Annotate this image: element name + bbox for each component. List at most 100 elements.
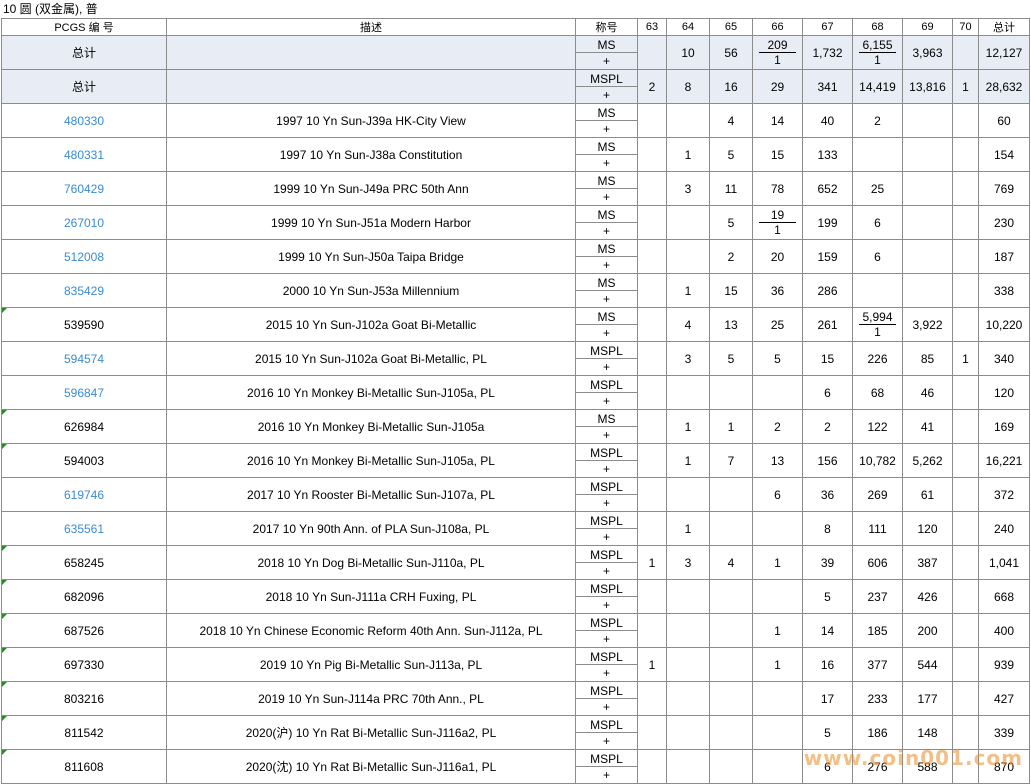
pcgs-number-link[interactable]: 635561	[1, 511, 167, 546]
designation-cell: MSPL +	[575, 69, 638, 104]
grade-count-cell: 177	[902, 681, 953, 716]
designation-cell: MSPL +	[575, 477, 638, 512]
grade-count-cell: 1	[637, 545, 667, 580]
grade-count-cell: 5	[709, 341, 753, 376]
coin-description: 2019 10 Yn Pig Bi-Metallic Sun-J113a, PL	[166, 647, 576, 682]
grade-count-cell	[709, 681, 753, 716]
grade-count-cell	[902, 103, 953, 138]
grade-count-cell	[637, 341, 667, 376]
grade-count-cell	[952, 103, 979, 138]
header-grade-66: 66	[752, 18, 803, 36]
pcgs-number-link[interactable]: 480331	[1, 137, 167, 172]
coin-description: 2016 10 Yn Monkey Bi-Metallic Sun-J105a	[166, 409, 576, 444]
grade-count-cell	[709, 375, 753, 410]
grade-plus-count: 1	[874, 325, 881, 339]
grade-count-cell	[952, 273, 979, 308]
grade-count-cell: 1	[666, 137, 710, 172]
grade-count-cell: 25	[752, 307, 803, 342]
grade-count-cell	[666, 681, 710, 716]
grade-count-cell	[637, 137, 667, 172]
designation-plus: +	[602, 496, 610, 510]
grade-count-cell: 10,782	[852, 443, 903, 478]
designation-plus: +	[602, 632, 610, 646]
grade-count-cell: 17	[802, 681, 853, 716]
header-designation: 称号	[575, 18, 638, 36]
row-total: 187	[978, 239, 1030, 274]
designation-cell: MSPL +	[575, 749, 638, 784]
designation-label: MS	[576, 139, 637, 155]
table-row: 697330 2019 10 Yn Pig Bi-Metallic Sun-J11…	[1, 647, 1030, 682]
pcgs-number: 811542	[1, 715, 167, 750]
coin-description: 2018 10 Yn Sun-J111a CRH Fuxing, PL	[166, 579, 576, 614]
grade-count-cell: 1	[666, 443, 710, 478]
pcgs-number-link[interactable]: 480330	[1, 103, 167, 138]
pcgs-number-link[interactable]: 512008	[1, 239, 167, 274]
designation-label: MS	[576, 173, 637, 189]
pcgs-number-link[interactable]: 760429	[1, 171, 167, 206]
designation-plus: +	[602, 122, 610, 136]
designation-label: MS	[576, 309, 637, 325]
grade-count-cell: 148	[902, 715, 953, 750]
grade-count-cell: 269	[852, 477, 903, 512]
grade-count-cell: 286	[802, 273, 853, 308]
totals-description-blank	[166, 35, 576, 70]
grade-count-cell	[637, 307, 667, 342]
grade-count-cell: 11	[709, 171, 753, 206]
grade-count-cell: 56	[709, 35, 753, 70]
designation-label: MSPL	[576, 717, 637, 733]
grade-count-cell	[952, 545, 979, 580]
grade-count-cell: 19 1	[752, 205, 803, 240]
grade-count-cell: 261	[802, 307, 853, 342]
grade-count-cell: 1	[666, 511, 710, 546]
pcgs-number-link[interactable]: 619746	[1, 477, 167, 512]
grade-count-cell: 10	[666, 35, 710, 70]
row-total: 338	[978, 273, 1030, 308]
grade-count-cell	[666, 103, 710, 138]
pcgs-number-link[interactable]: 596847	[1, 375, 167, 410]
pcgs-number: 682096	[1, 579, 167, 614]
grade-count-cell	[952, 137, 979, 172]
grade-count-cell: 2	[852, 103, 903, 138]
designation-label: MSPL	[576, 683, 637, 699]
grade-count-cell: 6	[802, 749, 853, 784]
pcgs-number-link[interactable]: 835429	[1, 273, 167, 308]
grade-count-cell: 6	[852, 205, 903, 240]
grade-count-cell: 46	[902, 375, 953, 410]
coin-description: 2018 10 Yn Chinese Economic Reform 40th …	[166, 613, 576, 648]
coin-description: 1999 10 Yn Sun-J50a Taipa Bridge	[166, 239, 576, 274]
pcgs-number-link[interactable]: 267010	[1, 205, 167, 240]
grade-count-cell: 387	[902, 545, 953, 580]
designation-plus: +	[602, 564, 610, 578]
pcgs-number: 811608	[1, 749, 167, 784]
grade-count-cell: 16	[709, 69, 753, 104]
designation-plus: +	[602, 292, 610, 306]
grade-count-cell: 14	[752, 103, 803, 138]
table-row: 594574 2015 10 Yn Sun-J102a Goat Bi-Metal…	[1, 341, 1030, 376]
designation-label: MSPL	[576, 377, 637, 393]
grade-count-cell	[902, 273, 953, 308]
grade-count-cell: 78	[752, 171, 803, 206]
header-grade-63: 63	[637, 18, 667, 36]
grade-count-cell: 276	[852, 749, 903, 784]
grade-count-cell: 1	[752, 545, 803, 580]
coin-description: 1997 10 Yn Sun-J39a HK-City View	[166, 103, 576, 138]
grade-count-cell: 4	[709, 103, 753, 138]
grade-count-cell: 1	[752, 647, 803, 682]
grade-count-cell	[902, 137, 953, 172]
grade-count-cell: 6	[752, 477, 803, 512]
pcgs-number-link[interactable]: 594574	[1, 341, 167, 376]
grade-count-cell	[666, 715, 710, 750]
grade-count-cell	[952, 35, 979, 70]
grade-count-cell: 1	[752, 613, 803, 648]
grade-count-cell: 1	[952, 341, 979, 376]
grade-count-cell	[637, 613, 667, 648]
grade-count-cell: 652	[802, 171, 853, 206]
totals-label: 总计	[1, 69, 167, 104]
grade-count-cell	[637, 35, 667, 70]
grade-count-cell: 4	[666, 307, 710, 342]
grade-count-cell: 40	[802, 103, 853, 138]
header-total[interactable]: 总计	[978, 18, 1030, 36]
header-grade-70: 70	[952, 18, 979, 36]
grade-count-cell: 156	[802, 443, 853, 478]
designation-cell: MS +	[575, 409, 638, 444]
